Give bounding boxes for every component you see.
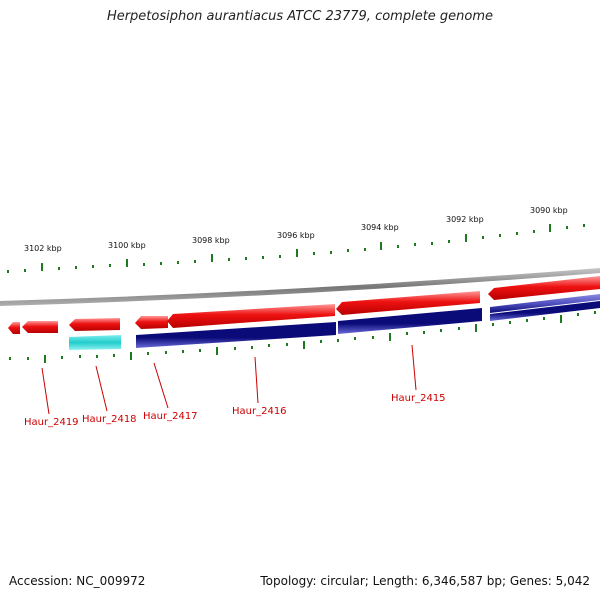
scale-label: 3100 kbp [108,241,146,250]
outer-ticks [7,224,585,273]
label-leaders [41,344,417,415]
rna-gene[interactable] [69,335,121,350]
gene-label[interactable]: Haur_2416 [232,406,287,417]
scale-label: 3094 kbp [361,223,399,232]
gene-arrow-forward[interactable] [22,321,58,333]
gene-label[interactable]: Haur_2418 [82,414,137,425]
gene-arrow-forward[interactable] [69,318,120,331]
gene-label[interactable]: Haur_2419 [24,417,79,428]
gene-arrow-forward[interactable] [8,322,20,334]
scale-label: 3092 kbp [446,215,484,224]
scale-labels: 3102 kbp 3100 kbp 3098 kbp 3096 kbp 3094… [24,206,568,253]
gene-arrow-forward[interactable] [336,291,480,315]
gene-arrow-forward[interactable] [488,276,600,300]
gene-arrow-reverse[interactable] [490,301,600,321]
genome-summary-text: Topology: circular; Length: 6,346,587 bp… [260,574,590,588]
genome-title: Herpetosiphon aurantiacus ATCC 23779, co… [106,9,494,24]
scale-label: 3098 kbp [192,236,230,245]
gene-arrow-reverse[interactable] [490,294,600,313]
gene-arrow-reverse[interactable] [338,308,482,334]
scale-label: 3102 kbp [24,244,62,253]
forward-strand-genes [8,276,600,334]
gene-label[interactable]: Haur_2415 [391,393,446,404]
genome-backbone [0,268,600,306]
inner-ticks [9,311,596,363]
gene-labels: Haur_2419 Haur_2418 Haur_2417 Haur_2416 … [24,393,446,428]
scale-label: 3096 kbp [277,231,315,240]
gene-label[interactable]: Haur_2417 [143,411,198,422]
gene-arrow-forward[interactable] [135,316,168,329]
reverse-strand-genes [136,294,600,348]
accession-text: Accession: NC_009972 [9,574,146,588]
gene-arrow-reverse[interactable] [136,322,336,348]
scale-label: 3090 kbp [530,206,568,215]
gene-arrow-forward[interactable] [167,304,335,328]
